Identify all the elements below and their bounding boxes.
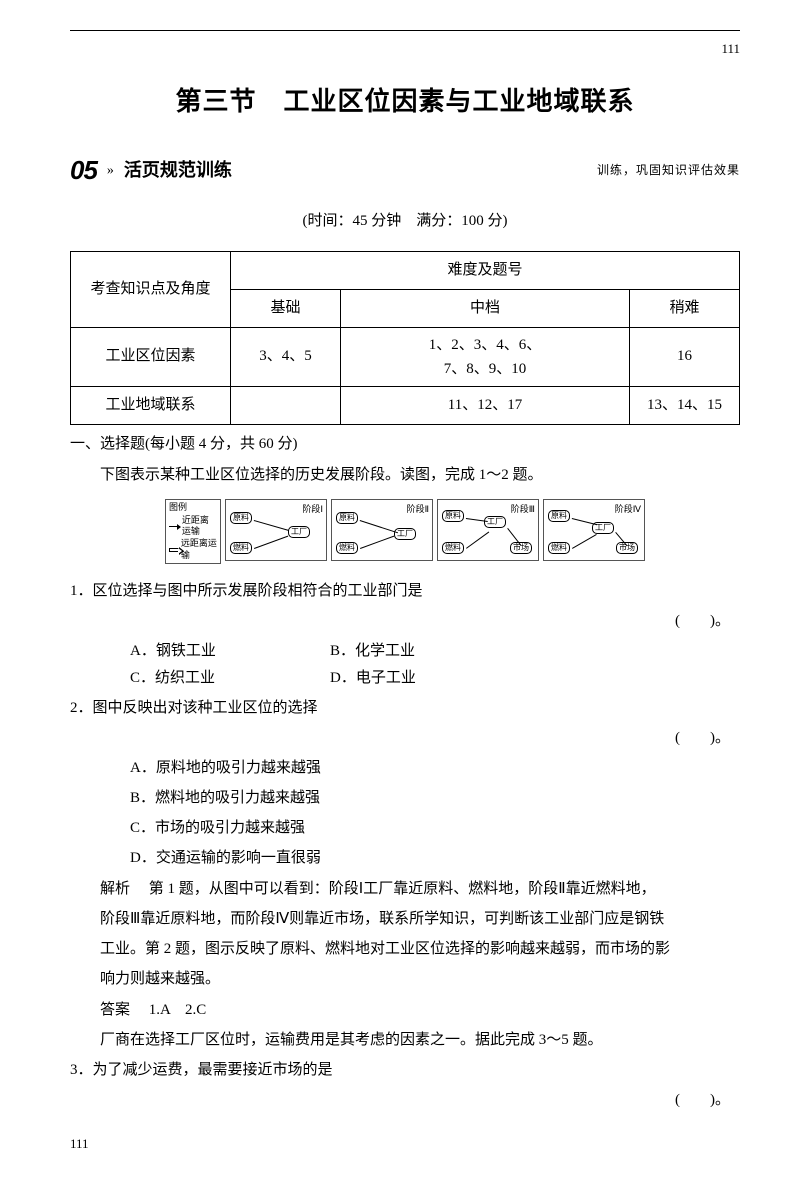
legend: 图例 近距离运输 远距离运输 [165,499,221,564]
section-subtitle: 训练，巩固知识评估效果 [597,160,740,182]
node-factory: 工厂 [394,528,416,540]
q2-optC: C．市场的吸引力越来越强 [130,815,740,842]
th-mid: 中档 [341,289,630,327]
explain-2: 阶段Ⅲ靠近原料地，而阶段Ⅳ则靠近市场，联系所学知识，可判断该工业部门应是钢铁 [70,906,740,933]
edge [360,520,398,533]
topic-table: 考查知识点及角度 难度及题号 基础 中档 稍难 工业区位因素 3、4、5 1、2… [70,251,740,425]
row2-mid: 11、12、17 [341,386,630,424]
explain-1: 第 1 题，从图中可以看到：阶段Ⅰ工厂靠近原料、燃料地，阶段Ⅱ靠近燃料地， [149,881,656,897]
row1-basic: 3、4、5 [231,327,341,386]
chapter-title: 第三节 工业区位因素与工业地域联系 [70,78,740,125]
q1-stem: 1．区位选择与图中所示发展阶段相符合的工业部门是 [70,578,740,605]
edge [466,532,489,549]
explain-3: 工业。第 2 题，图示反映了原料、燃料地对工业区位选择的影响越来越弱，而市场的影 [70,936,740,963]
q2-optA: A．原料地的吸引力越来越强 [130,755,740,782]
arrow-solid-icon [169,526,180,527]
node-fuel: 燃料 [442,542,464,554]
stage-1-label: 阶段Ⅰ [302,501,323,517]
th-basic: 基础 [231,289,341,327]
q2-options: A．原料地的吸引力越来越强 B．燃料地的吸引力越来越强 C．市场的吸引力越来越强… [70,755,740,872]
legend-short: 近距离运输 [169,515,217,538]
q2-paren: ( )。 [70,725,740,752]
stage-3-label: 阶段Ⅲ [511,501,535,517]
answer-text: 1.A 2.C [149,1002,207,1018]
stage-3: 阶段Ⅲ 原料 燃料 工厂 市场 [437,499,539,561]
stage-1: 阶段Ⅰ 原料 燃料 工厂 [225,499,327,561]
th-main: 考查知识点及角度 [71,251,231,327]
edge [254,520,289,531]
row2-hard: 13、14、15 [630,386,740,424]
node-raw: 原料 [336,512,358,524]
row1-mid-l2: 7、8、9、10 [345,357,625,381]
node-fuel: 燃料 [230,542,252,554]
stage-2: 阶段Ⅱ 原料 燃料 工厂 [331,499,433,561]
page-number-bottom: 111 [70,1132,740,1155]
edge [254,536,288,549]
row1-mid: 1、2、3、4、6、 7、8、9、10 [341,327,630,386]
node-fuel: 燃料 [548,542,570,554]
row1-label: 工业区位因素 [71,327,231,386]
answer-label: 答案 [100,1001,130,1018]
stage-2-label: 阶段Ⅱ [407,501,429,517]
explain-4: 响力则越来越强。 [70,966,740,993]
q1-optB: B．化学工业 [330,638,530,665]
q3-stem: 3．为了减少运费，最需要接近市场的是 [70,1057,740,1084]
edge [360,536,394,549]
intro-1: 下图表示某种工业区位选择的历史发展阶段。读图，完成 1～2 题。 [70,462,740,489]
row1-mid-l1: 1、2、3、4、6、 [345,333,625,357]
page-number-top: 111 [70,37,740,60]
legend-long-label: 远距离运输 [181,538,217,561]
stage-4-label: 阶段Ⅳ [615,501,641,517]
stage-4: 阶段Ⅳ 原料 燃料 工厂 市场 [543,499,645,561]
stage-diagram: 图例 近距离运输 远距离运输 阶段Ⅰ 原料 燃料 工厂 阶段Ⅱ 原料 燃料 工厂… [70,499,740,564]
q1-optC: C．纺织工业 [130,665,330,692]
q1-paren: ( )。 [70,608,740,635]
legend-short-label: 近距离运输 [182,515,217,538]
row2-basic [231,386,341,424]
explain-block: 解析 第 1 题，从图中可以看到：阶段Ⅰ工厂靠近原料、燃料地，阶段Ⅱ靠近燃料地， [70,875,740,903]
section-header: 05 » 活页规范训练 训练，巩固知识评估效果 [70,147,740,194]
edge [572,518,597,525]
section-number: 05 [70,147,97,194]
arrow-hollow-icon [169,548,179,552]
q2-optD: D．交通运输的影响一直很弱 [130,845,740,872]
node-factory: 工厂 [288,526,310,538]
explain-label: 解析 [100,880,130,897]
q1-options: A．钢铁工业 B．化学工业 C．纺织工业 D．电子工业 [70,638,740,692]
th-group: 难度及题号 [231,251,740,289]
node-raw: 原料 [442,510,464,522]
node-raw: 原料 [548,510,570,522]
time-score-info: (时间：45 分钟 满分：100 分) [70,208,740,235]
q1-optA: A．钢铁工业 [130,638,330,665]
intro-2: 厂商在选择工厂区位时，运输费用是其考虑的因素之一。据此完成 3～5 题。 [70,1027,740,1054]
q3-paren: ( )。 [70,1087,740,1114]
node-fuel: 燃料 [336,542,358,554]
row1-hard: 16 [630,327,740,386]
part-a-heading: 一、选择题(每小题 4 分，共 60 分) [70,431,740,458]
edge [572,534,597,549]
q1-optD: D．电子工业 [330,665,530,692]
row2-label: 工业地域联系 [71,386,231,424]
node-raw: 原料 [230,512,252,524]
section-arrow: » [107,158,114,183]
q2-stem: 2．图中反映出对该种工业区位的选择 [70,695,740,722]
answer-block: 答案 1.A 2.C [70,996,740,1024]
legend-long: 远距离运输 [169,538,217,561]
q2-optB: B．燃料地的吸引力越来越强 [130,785,740,812]
legend-title: 图例 [169,502,217,514]
th-hard: 稍难 [630,289,740,327]
section-name: 活页规范训练 [124,154,232,186]
page-top-rule [70,30,740,31]
